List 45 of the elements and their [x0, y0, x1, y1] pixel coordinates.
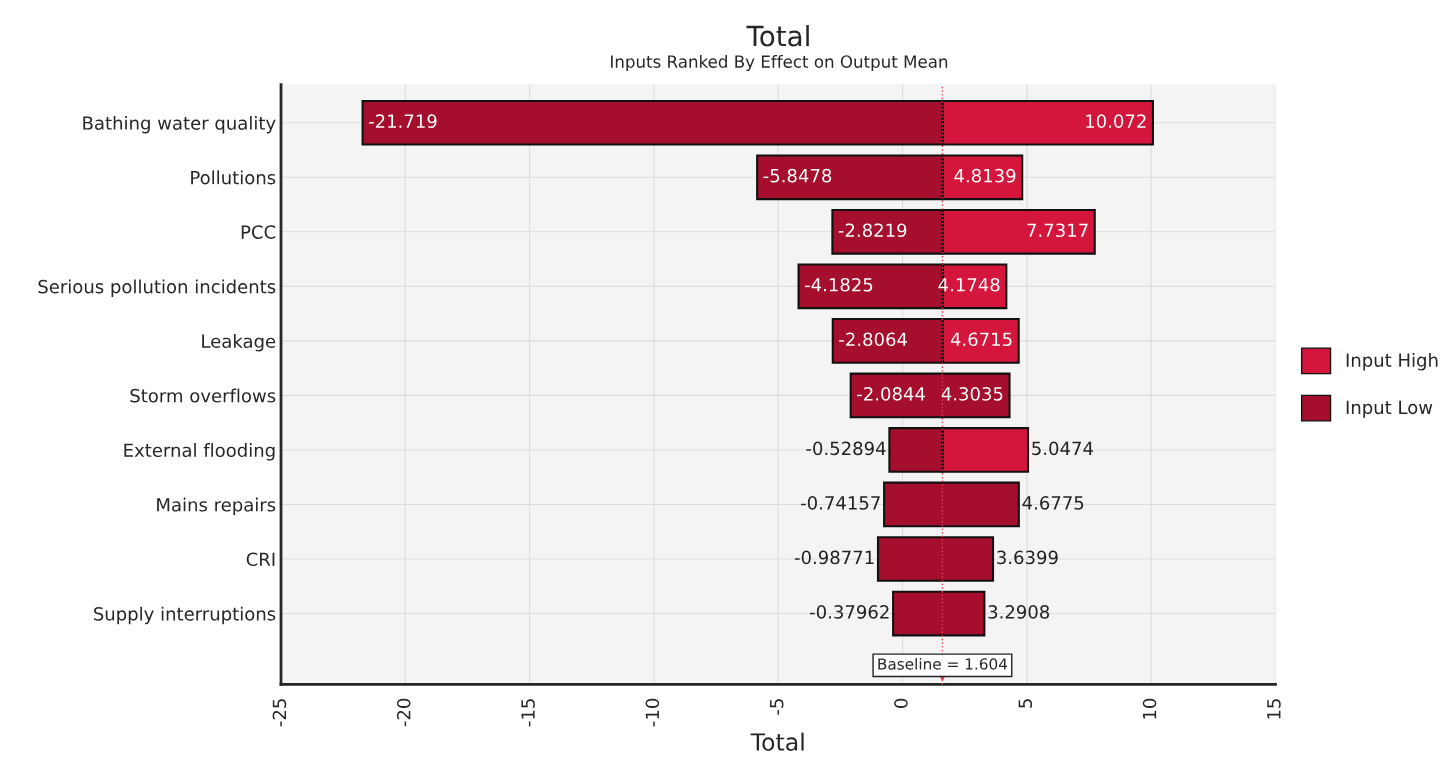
- annotation: 4.3035: [941, 386, 1003, 401]
- annotation: 4.6715: [950, 332, 1012, 347]
- annotation: 3.2908: [988, 605, 1050, 619]
- annotation: 4.8139: [954, 168, 1016, 183]
- legend-label: Input Low: [1346, 400, 1433, 418]
- x-axis-title: Total: [750, 732, 804, 751]
- x-tick-label: 15: [1267, 699, 1281, 719]
- annotation: 4.6775: [1022, 496, 1084, 510]
- x-tick-label: -20: [396, 698, 411, 727]
- annotation: -21.719: [369, 114, 437, 128]
- y-tick-label: Bathing water quality: [83, 115, 276, 134]
- annotation: 5.0474: [1032, 441, 1093, 456]
- annotation: 4.1748: [938, 277, 1000, 292]
- annotation: -2.0844: [857, 386, 925, 401]
- y-tick-label: Pollutions: [191, 170, 276, 185]
- y-tick-label: External flooding: [124, 443, 275, 461]
- y-tick-label: Storm overflows: [130, 388, 276, 403]
- annotation: 7.7317: [1027, 223, 1088, 238]
- x-tick-label: 10: [1142, 698, 1157, 719]
- y-tick-label: Mains repairs: [157, 497, 276, 516]
- annotation: 3.6399: [997, 550, 1058, 565]
- legend-label: Input High: [1346, 353, 1438, 371]
- x-tick-label: -5: [770, 699, 784, 715]
- x-tick-label: 5: [1018, 699, 1033, 708]
- annotation: -0.98771: [794, 550, 874, 565]
- x-tick-label: -25: [272, 699, 287, 727]
- annotation: -2.8064: [839, 332, 907, 347]
- x-tick-label: -10: [645, 698, 660, 727]
- chart-subtitle: Inputs Ranked By Effect on Output Mean: [611, 54, 948, 72]
- x-tick-label: -15: [521, 699, 535, 727]
- y-tick-label: Serious pollution incidents: [38, 279, 276, 297]
- annotation: -0.74157: [801, 496, 880, 510]
- x-tick-label: 0: [894, 698, 908, 708]
- annotation: -4.1825: [804, 277, 873, 292]
- annotation: 10.072: [1086, 114, 1146, 128]
- y-tick-label: CRI: [246, 552, 275, 567]
- chart-title: Total: [746, 25, 809, 47]
- y-tick-label: Supply interruptions: [93, 606, 276, 625]
- annotation: -5.8478: [763, 168, 832, 183]
- annotation: -2.8219: [838, 223, 907, 238]
- y-tick-label: PCC: [241, 225, 276, 239]
- y-tick-label: Leakage: [202, 334, 276, 352]
- ref-line-label: Baseline = 1.604: [878, 657, 1008, 670]
- annotation: -0.52894: [806, 441, 886, 456]
- annotation: -0.37962: [810, 605, 889, 619]
